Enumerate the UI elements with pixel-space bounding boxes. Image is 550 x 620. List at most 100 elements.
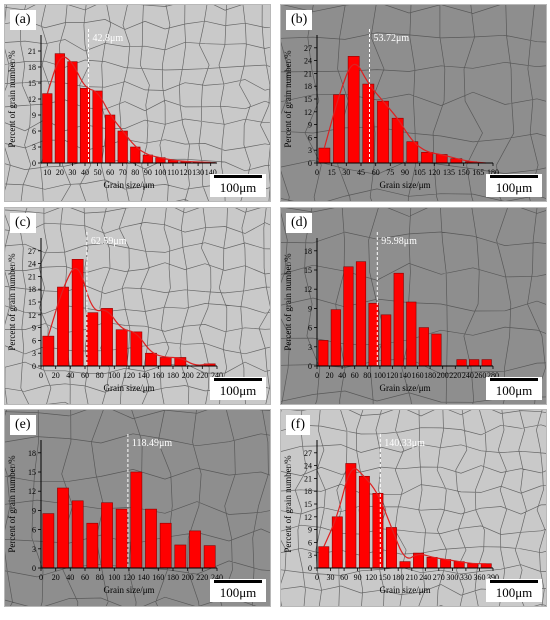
y-axis-title: Percent of grain number/% xyxy=(7,50,17,148)
histogram-bar xyxy=(42,335,55,367)
scale-bar-label: 100μm xyxy=(219,180,257,195)
scale-bar-line xyxy=(214,580,262,583)
y-tick-label: 27 xyxy=(304,449,312,458)
x-tick-label: 100 xyxy=(154,168,166,177)
histogram-bar xyxy=(42,513,55,569)
x-tick-label: 60 xyxy=(351,371,359,380)
x-tick-label: 140 xyxy=(205,168,217,177)
y-tick-label: 21 xyxy=(304,474,312,483)
y-tick-label: 6 xyxy=(308,324,312,333)
x-tick-label: 0 xyxy=(39,371,43,380)
histogram-bar xyxy=(142,154,153,164)
x-tick-label: 180 xyxy=(167,371,179,380)
x-tick-label: 300 xyxy=(446,573,458,582)
histogram-bar xyxy=(456,359,467,367)
panel-label-e: (e) xyxy=(10,415,36,435)
x-tick-label: 210 xyxy=(406,573,418,582)
y-tick-label: 15 xyxy=(304,95,312,104)
histogram-bar xyxy=(318,546,330,569)
x-tick-label: 0 xyxy=(315,573,319,582)
scale-bar-c: 100μm xyxy=(210,377,266,400)
mean-label: 62.59μm xyxy=(91,236,127,247)
histogram-bar xyxy=(333,94,345,164)
scale-bar-f: 100μm xyxy=(486,579,542,602)
x-tick-label: 60 xyxy=(340,573,348,582)
mean-label: 53.72μm xyxy=(374,33,410,44)
x-tick-label: 0 xyxy=(39,573,43,582)
x-tick-label: 180 xyxy=(487,168,499,177)
histogram-bar xyxy=(203,545,216,569)
y-tick-label: 0 xyxy=(32,362,36,371)
x-tick-label: 120 xyxy=(180,168,192,177)
y-tick-label: 12 xyxy=(28,487,36,496)
mean-label: 95.98μm xyxy=(381,236,417,247)
x-tick-label: 30 xyxy=(68,168,76,177)
fit-curve xyxy=(47,267,210,366)
x-tick-label: 120 xyxy=(386,371,398,380)
y-axis-title: Percent of grain number/% xyxy=(7,253,17,351)
x-tick-label: 40 xyxy=(66,573,74,582)
histogram-bar xyxy=(377,100,389,164)
y-tick-label: 6 xyxy=(32,127,36,136)
y-tick-label: 18 xyxy=(304,487,312,496)
x-tick-label: 60 xyxy=(372,168,380,177)
y-tick-label: 24 xyxy=(28,260,36,269)
panel-label-b: (b) xyxy=(286,10,313,30)
x-tick-label: 200 xyxy=(437,371,449,380)
histogram-bar xyxy=(86,522,99,569)
histogram-bar xyxy=(355,261,367,367)
y-tick-label: 12 xyxy=(304,513,312,522)
y-tick-label: 15 xyxy=(304,266,312,275)
x-tick-label: 15 xyxy=(328,168,336,177)
x-tick-label: 135 xyxy=(443,168,455,177)
histogram-bar xyxy=(101,502,113,569)
micrograph-panel-d: 95.98μm 0 20 40 60 80 100 120 140 160 180 200 220 240… xyxy=(280,207,547,405)
histogram-bar xyxy=(440,559,452,569)
histogram-bar xyxy=(92,90,103,164)
x-tick-label: 140 xyxy=(138,371,150,380)
x-tick-label: 360 xyxy=(474,573,486,582)
x-tick-label: 90 xyxy=(144,168,152,177)
scale-bar-line xyxy=(490,378,538,381)
x-tick-label: 30 xyxy=(327,573,335,582)
histogram-bar xyxy=(393,272,404,367)
histogram-bar xyxy=(418,327,429,367)
y-tick-label: 0 xyxy=(32,564,36,573)
x-tick-label: 45 xyxy=(357,168,365,177)
histogram-bar xyxy=(86,312,99,367)
x-tick-label: 220 xyxy=(196,573,208,582)
y-tick-label: 24 xyxy=(304,57,312,66)
histogram-bar xyxy=(426,557,438,569)
y-tick-label: 12 xyxy=(304,108,312,117)
scale-bar-line xyxy=(490,580,538,583)
fit-curve xyxy=(323,468,487,565)
y-tick-label: 9 xyxy=(32,111,36,120)
micrograph-panel-b: 53.72μm 0 15 30 45 60 75 90 105 120 135 150 165 180 0 3… xyxy=(280,4,547,202)
mean-label: 140.33μm xyxy=(384,438,425,449)
x-tick-label: 330 xyxy=(460,573,472,582)
x-tick-label: 150 xyxy=(379,573,391,582)
x-axis-title: Grain size/μm xyxy=(379,383,430,393)
histogram-bar xyxy=(54,53,65,164)
micrograph-panel-c: 62.59μm 0 20 40 60 80 100 120 140 160 180 200 220 240… xyxy=(4,207,271,405)
histogram-bar xyxy=(71,500,84,569)
histogram-bar xyxy=(101,308,113,367)
fit-curve xyxy=(46,56,211,164)
y-tick-label: 6 xyxy=(308,133,312,142)
histogram-bar xyxy=(481,359,492,367)
x-tick-label: 60 xyxy=(106,168,114,177)
y-tick-label: 3 xyxy=(32,349,36,358)
mean-label: 118.49μm xyxy=(132,438,172,449)
y-tick-label: 9 xyxy=(32,324,36,333)
fit-curve xyxy=(323,63,486,164)
x-tick-label: 160 xyxy=(412,371,424,380)
x-tick-label: 200 xyxy=(182,573,194,582)
histogram-bar xyxy=(189,530,201,569)
x-tick-label: 165 xyxy=(472,168,484,177)
y-axis-title: Percent of grain number/% xyxy=(283,455,293,553)
x-tick-label: 105 xyxy=(414,168,426,177)
y-tick-label: 21 xyxy=(28,47,36,56)
y-tick-label: 15 xyxy=(304,500,312,509)
